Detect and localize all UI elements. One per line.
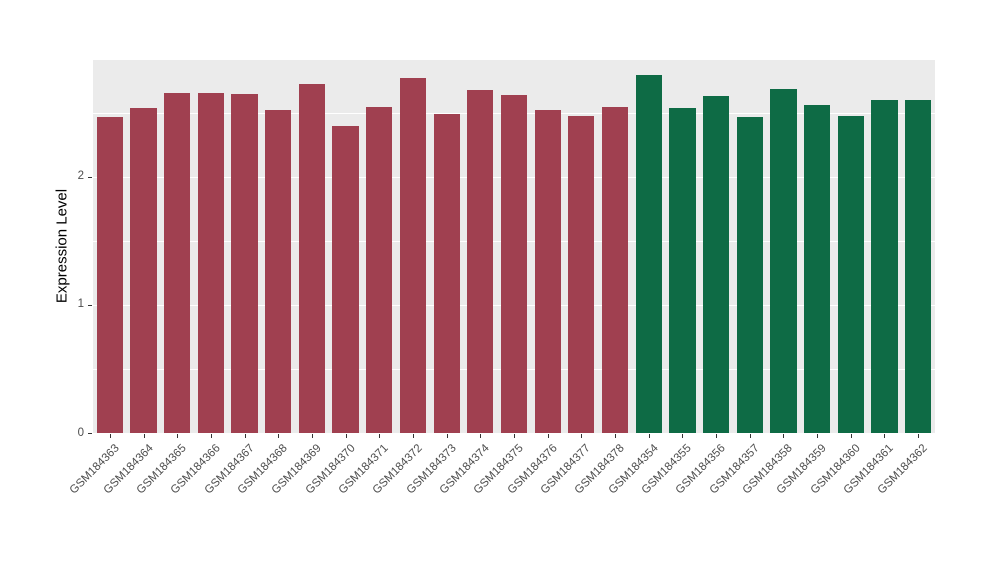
y-tick-mark (88, 176, 92, 178)
x-tick-mark (547, 434, 549, 438)
y-tick-label: 2 (77, 170, 84, 183)
x-tick-mark (850, 434, 852, 438)
bar-GSM184362 (905, 100, 932, 433)
plot-panel (93, 60, 935, 435)
bar-GSM184372 (399, 78, 427, 433)
x-tick-mark (581, 434, 583, 438)
x-tick-mark (682, 434, 684, 438)
bar-GSM184369 (298, 83, 326, 433)
bar-GSM184371 (366, 106, 393, 433)
bar-GSM184367 (231, 93, 258, 433)
x-tick-mark (514, 434, 515, 438)
x-tick-mark (615, 434, 617, 438)
bar-GSM184370 (332, 125, 359, 433)
x-tick-mark (210, 434, 212, 438)
x-tick-mark (716, 434, 718, 438)
bar-GSM184358 (770, 88, 797, 433)
y-axis-title: Expression Level (53, 188, 71, 304)
bar-GSM184374 (467, 89, 494, 433)
bar-GSM184354 (635, 74, 662, 433)
x-tick-mark (311, 434, 313, 438)
bar-GSM184355 (669, 107, 696, 433)
y-tick-mark (88, 304, 92, 306)
bar-GSM184375 (500, 95, 528, 433)
bar-GSM184376 (534, 110, 561, 433)
x-tick-mark (648, 434, 650, 438)
bar-GSM184361 (871, 100, 898, 433)
x-tick-mark (278, 434, 280, 438)
x-tick-mark (379, 434, 381, 438)
bar-GSM184365 (164, 92, 191, 433)
x-tick-mark (918, 434, 920, 438)
x-tick-mark (817, 434, 819, 438)
y-tick-mark (88, 433, 92, 434)
y-tick-label: 1 (77, 298, 84, 311)
x-tick-mark (345, 434, 347, 438)
gridline-major (93, 433, 935, 435)
bar-GSM184363 (96, 116, 123, 433)
bar-GSM184368 (265, 110, 292, 433)
bar-GSM184366 (197, 92, 224, 433)
x-tick-mark (480, 434, 482, 438)
x-tick-mark (783, 434, 785, 438)
x-tick-mark (244, 434, 246, 438)
x-tick-mark (177, 434, 179, 438)
bar-GSM184356 (702, 96, 730, 433)
bar-GSM184377 (568, 115, 595, 433)
y-tick-label: 0 (77, 426, 84, 439)
x-tick-mark (749, 434, 751, 438)
x-tick-mark (143, 434, 145, 438)
x-tick-mark (884, 434, 886, 438)
bar-GSM184359 (803, 105, 831, 433)
x-tick-mark (109, 434, 111, 438)
bar-GSM184373 (433, 114, 460, 433)
bar-GSM184360 (837, 115, 864, 433)
x-tick-mark (446, 434, 448, 438)
bar-GSM184378 (601, 106, 629, 433)
bar-GSM184364 (130, 107, 157, 433)
bar-GSM184357 (736, 116, 763, 433)
x-tick-mark (412, 434, 414, 438)
